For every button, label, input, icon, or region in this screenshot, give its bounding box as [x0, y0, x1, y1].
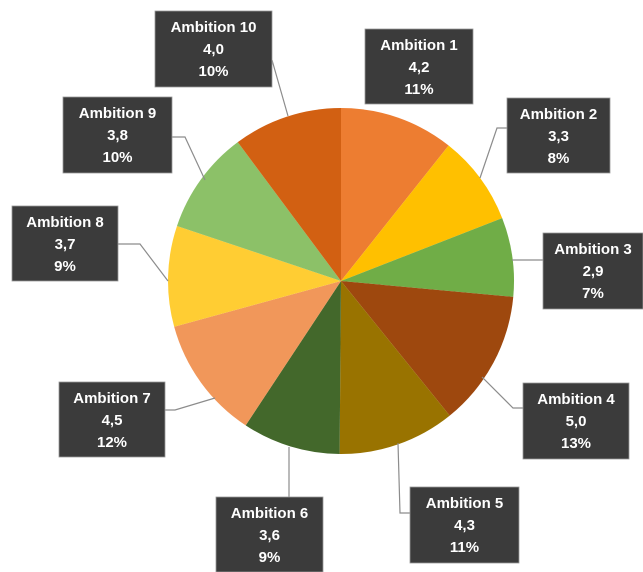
pie-slice-8 — [167, 225, 341, 327]
pie-slice-4 — [341, 281, 514, 416]
data-label-box — [364, 28, 474, 105]
data-label-box — [11, 205, 119, 282]
pie-slice-6 — [245, 281, 341, 454]
data-label-box — [154, 10, 273, 88]
pie-slice-10 — [237, 108, 341, 281]
pie-slice-5 — [339, 281, 450, 454]
pie-slices — [167, 108, 514, 454]
data-label-percent: 8% — [548, 150, 570, 167]
data-label-5: Ambition 5 4,3 11% — [409, 486, 520, 564]
data-label-name: Ambition 1 — [380, 37, 458, 54]
data-label-value: 5,0 — [566, 413, 587, 430]
pie-slice-3 — [341, 218, 514, 297]
data-label-value: 4,2 — [409, 59, 430, 76]
data-label-9: Ambition 9 3,8 10% — [62, 96, 173, 174]
data-label-percent: 13% — [561, 435, 591, 452]
data-label-percent: 11% — [450, 539, 479, 556]
data-label-3: Ambition 3 2,9 7% — [542, 232, 643, 310]
data-label-percent: 7% — [582, 285, 604, 302]
data-label-percent: 11% — [404, 81, 433, 98]
data-label-value: 3,3 — [548, 128, 569, 145]
data-label-name: Ambition 2 — [520, 106, 598, 123]
leader-line-10 — [271, 59, 289, 117]
data-label-percent: 10% — [102, 149, 132, 166]
data-label-value: 4,5 — [102, 412, 123, 429]
leader-line-2 — [479, 127, 507, 179]
data-label-box — [215, 496, 324, 572]
data-label-box — [506, 97, 611, 174]
data-label-name: Ambition 9 — [79, 105, 157, 122]
leader-line-9 — [172, 136, 206, 181]
pie-slice-9 — [176, 142, 341, 281]
data-label-percent: 9% — [259, 549, 281, 566]
data-label-box — [409, 486, 520, 564]
data-label-box — [62, 96, 173, 174]
data-label-value: 4,0 — [203, 41, 224, 58]
data-label-value: 4,3 — [454, 517, 475, 534]
data-label-name: Ambition 4 — [537, 391, 615, 408]
leader-line-5 — [397, 442, 410, 514]
data-label-value: 3,7 — [55, 236, 76, 253]
data-label-name: Ambition 5 — [426, 495, 504, 512]
data-label-value: 3,8 — [107, 127, 128, 144]
data-label-7: Ambition 7 4,5 12% — [58, 381, 166, 458]
data-label-percent: 10% — [198, 63, 228, 80]
data-label-4: Ambition 4 5,0 13% — [522, 382, 630, 460]
data-label-name: Ambition 3 — [554, 241, 632, 258]
leader-line-7 — [165, 397, 216, 411]
pie-slice-1 — [341, 108, 449, 281]
data-label-8: Ambition 8 3,7 9% — [11, 205, 119, 282]
data-label-box — [542, 232, 643, 310]
data-label-10: Ambition 10 4,0 10% — [154, 10, 273, 88]
data-label-box — [58, 381, 166, 458]
leader-line-8 — [118, 243, 169, 282]
leader-line-4 — [481, 376, 523, 409]
data-label-value: 2,9 — [583, 263, 604, 280]
pie-slice-2 — [341, 145, 503, 281]
data-label-6: Ambition 6 3,6 9% — [215, 496, 324, 572]
data-label-name: Ambition 6 — [231, 505, 309, 522]
leader-lines — [118, 59, 543, 514]
data-label-name: Ambition 10 — [171, 19, 257, 36]
data-label-1: Ambition 1 4,2 11% — [364, 28, 474, 105]
data-label-percent: 9% — [54, 258, 76, 275]
data-label-value: 3,6 — [259, 527, 280, 544]
data-label-name: Ambition 8 — [26, 214, 104, 231]
data-label-percent: 12% — [97, 434, 127, 451]
data-label-name: Ambition 7 — [73, 390, 151, 407]
data-callouts: Ambition 14,211%Ambition 23,38%Ambition … — [11, 10, 643, 572]
data-label-box — [522, 382, 630, 460]
pie-slice-7 — [174, 281, 341, 426]
data-label-2: Ambition 2 3,3 8% — [506, 97, 611, 174]
